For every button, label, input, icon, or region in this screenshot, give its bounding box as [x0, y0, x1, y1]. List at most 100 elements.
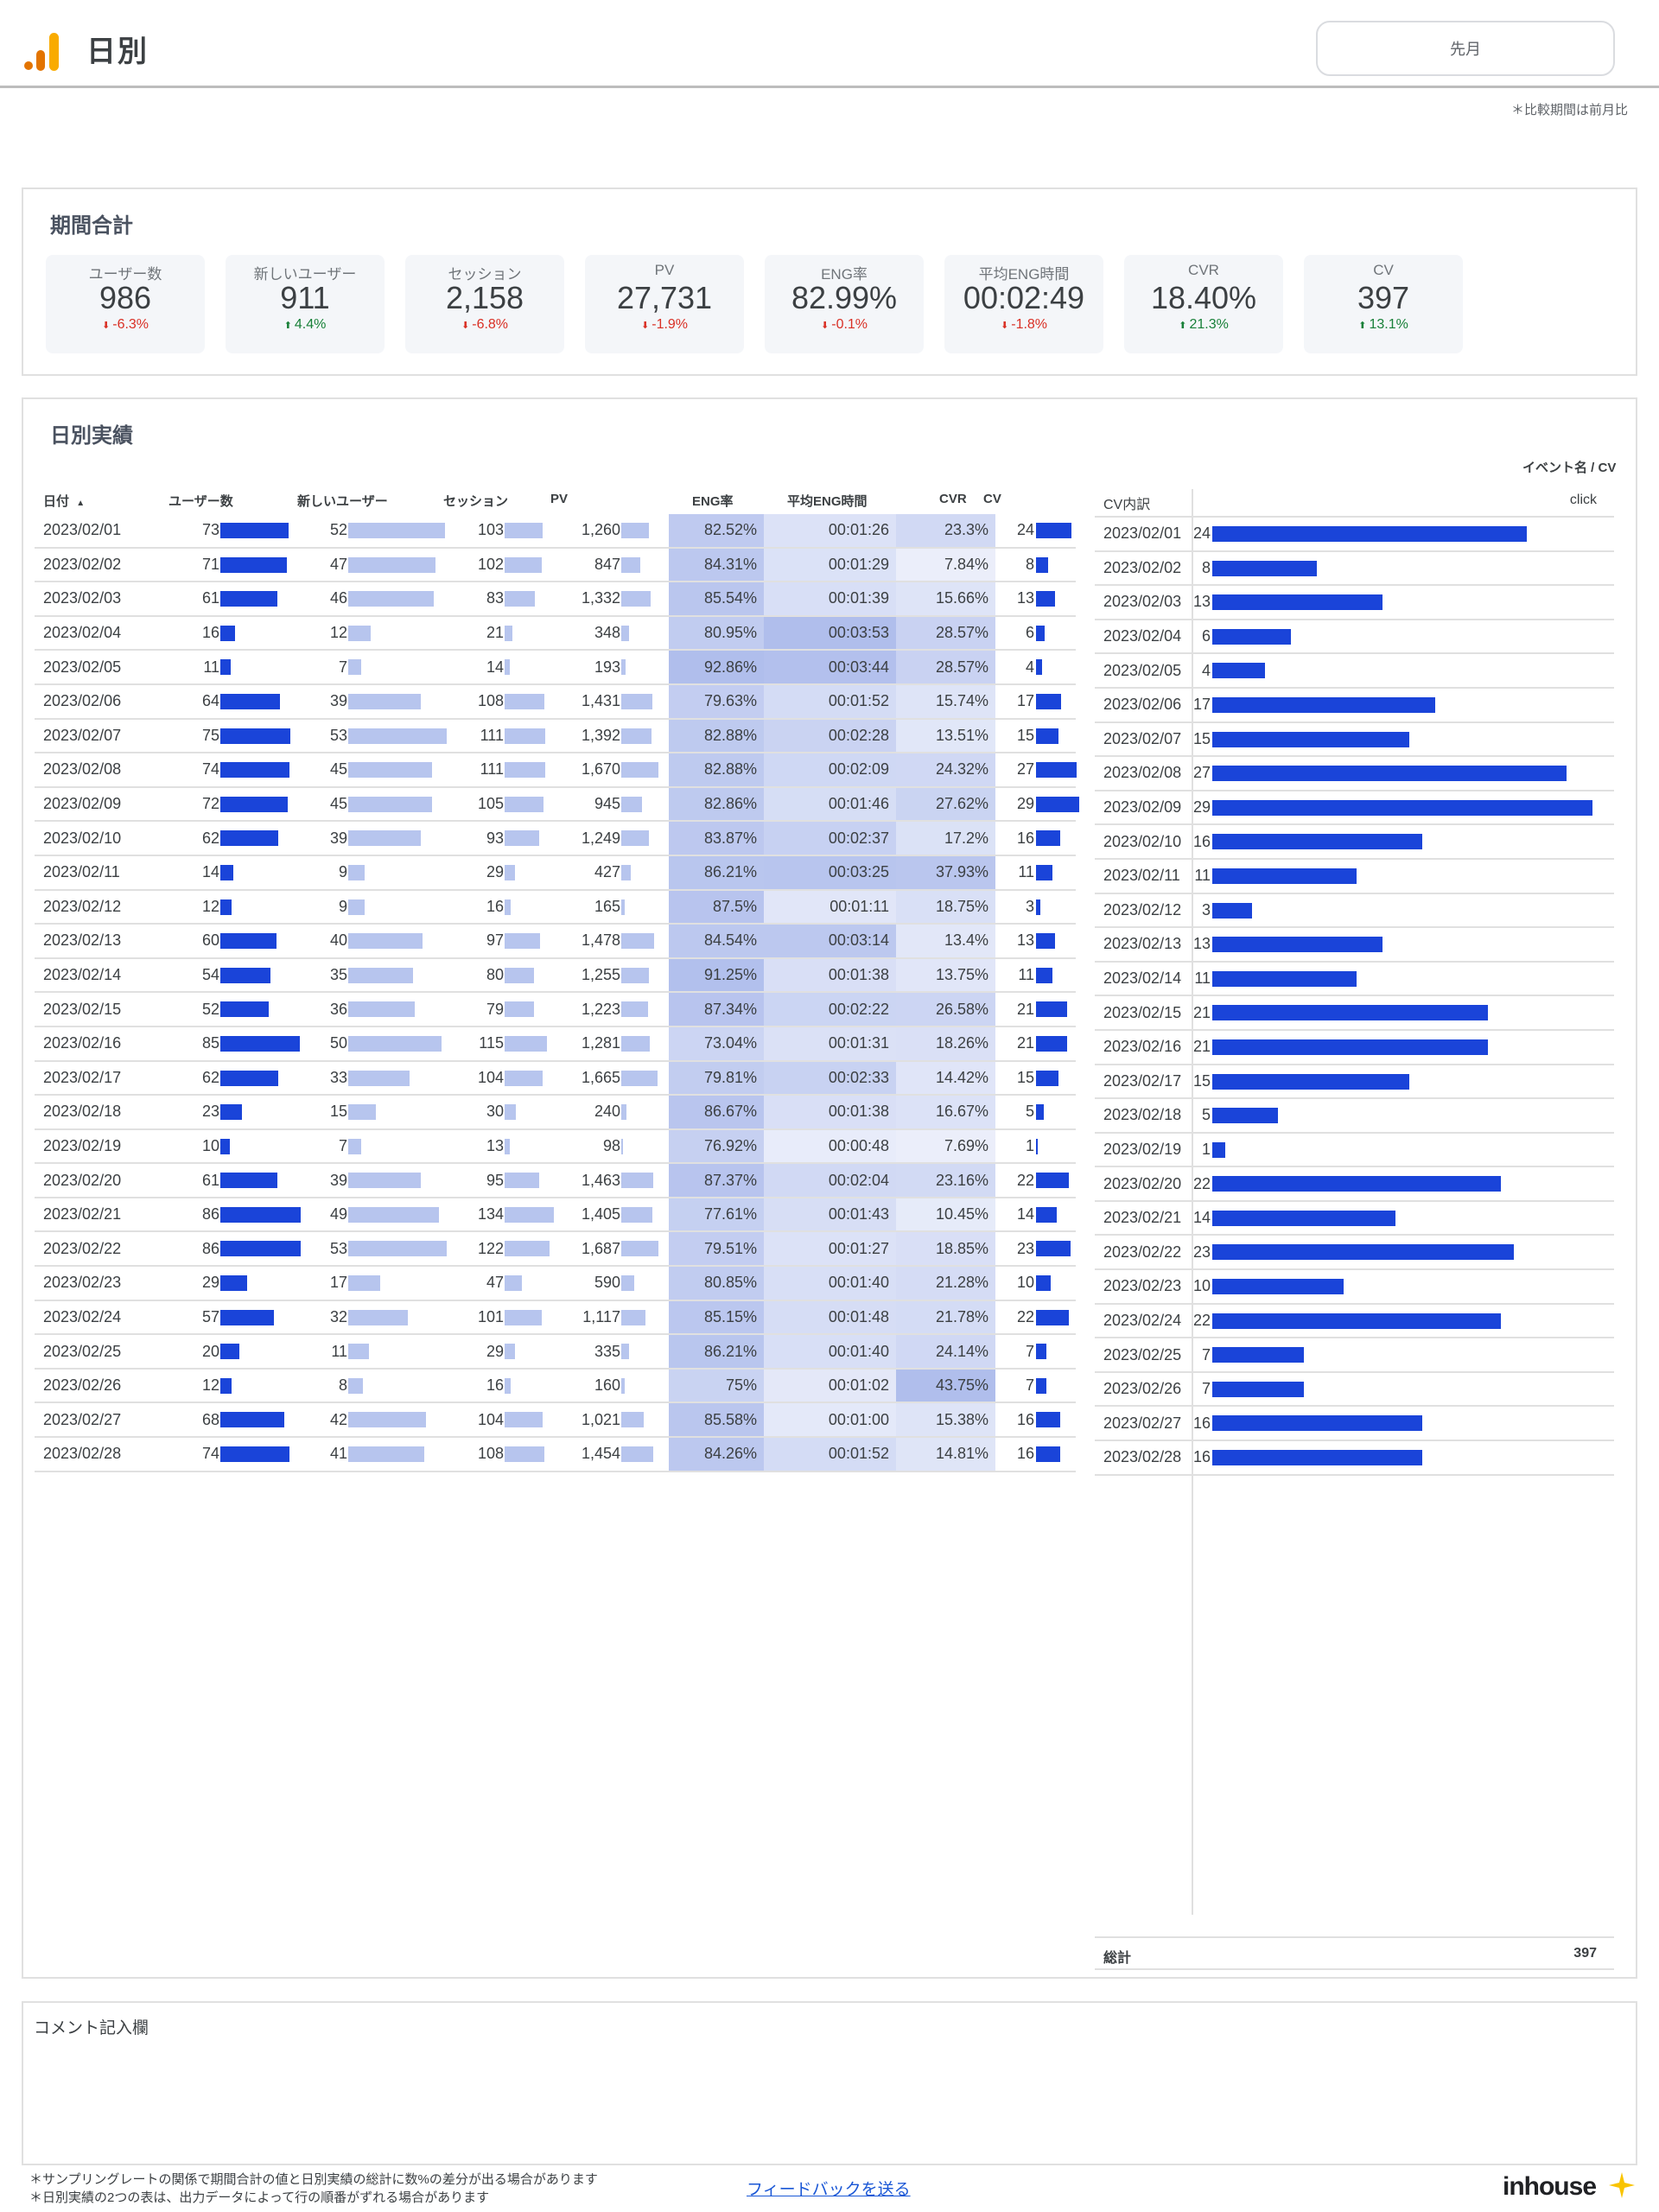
- col-header-sessions[interactable]: セッション: [443, 494, 509, 509]
- table-row[interactable]: 2023/02/20 61 39 95 1,463 87.37% 00:02:04 23.16…: [35, 1164, 1076, 1198]
- cell-users: 73: [201, 521, 219, 539]
- cell-users: 12: [201, 1376, 219, 1395]
- cell-eng-time: 00:01:31: [764, 1027, 896, 1060]
- col-header-eng-rate[interactable]: ENG率: [692, 494, 734, 509]
- cv-breakdown-row[interactable]: 2023/02/03 13: [1095, 586, 1614, 620]
- cv-breakdown-row[interactable]: 2023/02/27 16: [1095, 1407, 1614, 1442]
- cv-breakdown-row[interactable]: 2023/02/23 10: [1095, 1270, 1614, 1305]
- cv-breakdown-row[interactable]: 2023/02/20 22: [1095, 1167, 1614, 1202]
- cv-breakdown-row[interactable]: 2023/02/01 24: [1095, 518, 1614, 552]
- cv-breakdown-row[interactable]: 2023/02/11 11: [1095, 860, 1614, 894]
- table-row[interactable]: 2023/02/19 10 7 13 98 76.92% 00:00:48 7.69% 1: [35, 1129, 1076, 1165]
- cv-breakdown-row[interactable]: 2023/02/10 16: [1095, 825, 1614, 860]
- table-row[interactable]: 2023/02/25 20 11 29 335 86.21% 00:01:40 24.14% 7: [35, 1335, 1076, 1370]
- col-header-cv[interactable]: CV: [983, 492, 1001, 506]
- table-row[interactable]: 2023/02/07 75 53 111 1,392 82.88% 00:02:28 13.5…: [35, 719, 1076, 754]
- cv-cell-date: 2023/02/13: [1103, 935, 1182, 953]
- table-row[interactable]: 2023/02/11 14 9 29 427 86.21% 00:03:25 37.93% 11: [35, 855, 1076, 891]
- table-row[interactable]: 2023/02/27 68 42 104 1,021 85.58% 00:01:00 15.3…: [35, 1403, 1076, 1439]
- cv-breakdown-row[interactable]: 2023/02/15 21: [1095, 996, 1614, 1031]
- feedback-link[interactable]: フィードバックを送る: [747, 2181, 911, 2199]
- cell-sessions: 29: [486, 863, 504, 881]
- cv-breakdown-row[interactable]: 2023/02/26 7: [1095, 1373, 1614, 1408]
- cv-breakdown-row[interactable]: 2023/02/24 22: [1095, 1305, 1614, 1339]
- table-row[interactable]: 2023/02/28 74 41 108 1,454 84.26% 00:01:52 14.8…: [35, 1438, 1076, 1472]
- cv-breakdown-row[interactable]: 2023/02/04 6: [1095, 620, 1614, 655]
- cv-breakdown-row[interactable]: 2023/02/07 15: [1095, 723, 1614, 758]
- table-row[interactable]: 2023/02/09 72 45 105 945 82.86% 00:01:46 27.62%…: [35, 787, 1079, 823]
- cell-users: 74: [201, 1445, 219, 1463]
- cv-col-label[interactable]: CV内訳: [1103, 498, 1151, 512]
- cv-breakdown-row[interactable]: 2023/02/06 17: [1095, 689, 1614, 723]
- cv-breakdown-row[interactable]: 2023/02/13 13: [1095, 928, 1614, 963]
- cv-cell-value: 8: [1201, 558, 1211, 576]
- kpi-card[interactable]: ENG率 82.99% ⬇ -0.1%: [765, 255, 924, 353]
- comment-panel[interactable]: コメント記入欄: [22, 2001, 1637, 2165]
- col-header-new-users[interactable]: 新しいユーザー: [297, 494, 388, 509]
- table-row[interactable]: 2023/02/16 85 50 115 1,281 73.04% 00:01:31 18.2…: [35, 1027, 1076, 1062]
- table-row[interactable]: 2023/02/14 54 35 80 1,255 91.25% 00:01:38 13.75…: [35, 958, 1076, 994]
- table-row[interactable]: 2023/02/21 86 49 134 1,405 77.61% 00:01:43 10.4…: [35, 1198, 1076, 1233]
- cv-breakdown-row[interactable]: 2023/02/12 3: [1095, 894, 1614, 929]
- cv-breakdown-row[interactable]: 2023/02/09 29: [1095, 791, 1614, 826]
- table-row[interactable]: 2023/02/17 62 33 104 1,665 79.81% 00:02:33 14.4…: [35, 1061, 1076, 1096]
- cell-sessions-bar: [505, 591, 536, 607]
- kpi-card[interactable]: 新しいユーザー 911 ⬆ 4.4%: [226, 255, 385, 353]
- cv-breakdown-row[interactable]: 2023/02/17 15: [1095, 1065, 1614, 1100]
- table-row[interactable]: 2023/02/23 29 17 47 590 80.85% 00:01:40 21.28% 1…: [35, 1267, 1076, 1301]
- cv-breakdown-row[interactable]: 2023/02/16 21: [1095, 1031, 1614, 1065]
- table-row[interactable]: 2023/02/04 16 12 21 348 80.95% 00:03:53 28.57% 6: [35, 616, 1076, 652]
- kpi-card[interactable]: 平均ENG時間 00:02:49 ⬇ -1.8%: [944, 255, 1103, 353]
- table-row[interactable]: 2023/02/22 86 53 122 1,687 79.51% 00:01:27 18.8…: [35, 1232, 1076, 1268]
- kpi-card[interactable]: CVR 18.40% ⬆ 21.3%: [1124, 255, 1283, 353]
- cell-sessions: 30: [486, 1103, 504, 1121]
- cv-breakdown-row[interactable]: 2023/02/08 27: [1095, 757, 1614, 791]
- cv-breakdown-row[interactable]: 2023/02/22 23: [1095, 1236, 1614, 1271]
- arrow-down-icon: ⬇: [820, 321, 832, 331]
- cv-breakdown-row[interactable]: 2023/02/02 8: [1095, 552, 1614, 587]
- daily-title: 日別実績: [50, 424, 133, 448]
- col-header-cvr[interactable]: CVR: [939, 492, 967, 506]
- kpi-card[interactable]: セッション 2,158 ⬇ -6.8%: [405, 255, 564, 353]
- col-header-eng-time[interactable]: 平均ENG時間: [787, 494, 868, 509]
- cv-cell-bar: [1212, 560, 1318, 576]
- cv-breakdown-row[interactable]: 2023/02/21 14: [1095, 1202, 1614, 1236]
- table-row[interactable]: 2023/02/12 12 9 16 165 87.5% 00:01:11 18.75% 3: [35, 890, 1076, 925]
- table-row[interactable]: 2023/02/02 71 47 102 847 84.31% 00:01:29 7.84% 8: [35, 548, 1076, 583]
- cell-cv: 11: [1018, 863, 1034, 881]
- cv-breakdown-row[interactable]: 2023/02/25 7: [1095, 1338, 1614, 1373]
- cell-sessions: 105: [477, 795, 504, 813]
- cv-breakdown-row[interactable]: 2023/02/05 4: [1095, 654, 1614, 689]
- cell-sessions: 93: [486, 829, 504, 847]
- table-row[interactable]: 2023/02/06 64 39 108 1,431 79.63% 00:01:52 15.7…: [35, 684, 1076, 720]
- table-row[interactable]: 2023/02/01 73 52 103 1,260 82.52% 00:01:26 23.3…: [35, 514, 1076, 549]
- cv-breakdown-row[interactable]: 2023/02/19 1: [1095, 1134, 1614, 1168]
- table-row[interactable]: 2023/02/18 23 15 30 240 86.67% 00:01:38 16.67% 5: [35, 1096, 1076, 1130]
- cv-breakdown-row[interactable]: 2023/02/18 5: [1095, 1099, 1614, 1134]
- table-row[interactable]: 2023/02/15 52 36 79 1,223 87.34% 00:02:22 26.58…: [35, 993, 1076, 1027]
- cell-cv-bar: [1036, 1446, 1060, 1463]
- period-selector[interactable]: 先月: [1316, 21, 1615, 76]
- kpi-value: 82.99%: [791, 280, 898, 315]
- cell-users-bar: [220, 933, 276, 950]
- table-row[interactable]: 2023/02/10 62 39 93 1,249 83.87% 00:02:37 17.2%…: [35, 822, 1076, 856]
- col-header-date[interactable]: 日付 ▲: [43, 492, 85, 510]
- kpi-card[interactable]: PV 27,731 ⬇ -1.9%: [585, 255, 744, 353]
- cell-sessions: 101: [477, 1307, 504, 1325]
- table-row[interactable]: 2023/02/26 12 8 16 160 75% 00:01:02 43.75% 7: [35, 1369, 1076, 1404]
- cv-breakdown-row[interactable]: 2023/02/28 16: [1095, 1441, 1614, 1476]
- table-row[interactable]: 2023/02/08 74 45 111 1,670 82.88% 00:02:09 24.3…: [35, 753, 1077, 788]
- cell-cvr: 37.93%: [896, 855, 995, 889]
- cv-cell-date: 2023/02/18: [1103, 1106, 1182, 1124]
- kpi-card[interactable]: CV 397 ⬆ 13.1%: [1304, 255, 1463, 353]
- table-row[interactable]: 2023/02/05 11 7 14 193 92.86% 00:03:44 28.57% 4: [35, 651, 1076, 685]
- cell-pv-bar: [621, 728, 652, 744]
- table-row[interactable]: 2023/02/13 60 40 97 1,478 84.54% 00:03:14 13.4%…: [35, 925, 1076, 959]
- table-row[interactable]: 2023/02/24 57 32 101 1,117 85.15% 00:01:48 21.7…: [35, 1300, 1076, 1336]
- cv-breakdown-row[interactable]: 2023/02/14 11: [1095, 963, 1614, 997]
- cv-col-event[interactable]: click: [1569, 493, 1597, 507]
- col-header-pv[interactable]: PV: [550, 492, 569, 506]
- col-header-users[interactable]: ユーザー数: [168, 494, 233, 509]
- kpi-card[interactable]: ユーザー数 986 ⬇ -6.3%: [46, 255, 205, 353]
- table-row[interactable]: 2023/02/03 61 46 83 1,332 85.54% 00:01:39 15.66…: [35, 582, 1076, 617]
